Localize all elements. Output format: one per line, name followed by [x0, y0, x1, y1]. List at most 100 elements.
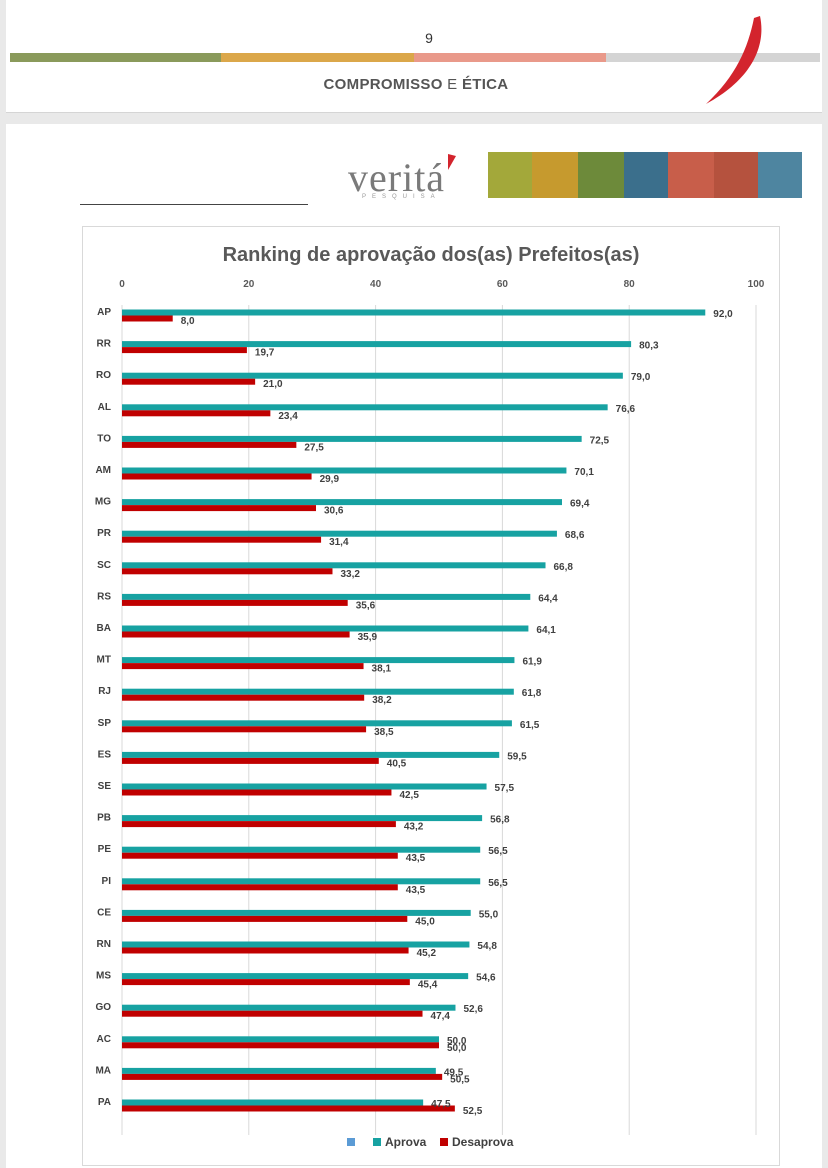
bar-aprova [122, 720, 512, 727]
page-number: 9 [425, 30, 433, 46]
category-label: MA [95, 1065, 111, 1076]
photo-tile [532, 152, 578, 198]
value-label-desaprova: 45,4 [418, 980, 438, 991]
legend-marker-aprova [373, 1138, 381, 1146]
color-band-orange [221, 53, 414, 62]
value-label-aprova: 57,5 [495, 783, 515, 794]
value-label-aprova: 92,0 [713, 309, 733, 320]
bar-aprova [122, 815, 483, 822]
category-label: MT [97, 655, 111, 666]
bar-desaprova [122, 410, 271, 417]
bar-aprova [122, 941, 470, 948]
value-label-aprova: 72,5 [590, 435, 610, 446]
value-label-desaprova: 50,5 [450, 1074, 470, 1085]
bar-aprova [122, 783, 487, 790]
value-label-desaprova: 45,0 [415, 916, 435, 927]
photo-tile [758, 152, 802, 198]
bar-desaprova [122, 536, 322, 543]
bar-desaprova [122, 378, 256, 385]
x-tick-label: 40 [370, 279, 382, 290]
x-tick-label: 60 [497, 279, 509, 290]
value-label-aprova: 61,8 [522, 688, 542, 699]
value-label-desaprova: 21,0 [263, 379, 283, 390]
bar-aprova [122, 593, 531, 600]
bar-aprova [122, 688, 514, 695]
bar-desaprova [122, 694, 365, 701]
category-label: AC [97, 1034, 111, 1045]
category-label: SC [97, 560, 111, 571]
chart-frame: Ranking de aprovação dos(as) Prefeitos(a… [82, 226, 780, 1166]
bar-desaprova [122, 852, 398, 859]
value-label-desaprova: 35,9 [358, 632, 378, 643]
logo-accent-icon [448, 154, 456, 170]
value-label-desaprova: 52,5 [463, 1106, 483, 1117]
value-label-aprova: 66,8 [554, 562, 574, 573]
value-label-aprova: 55,0 [479, 909, 499, 920]
value-label-aprova: 56,5 [488, 878, 508, 889]
value-label-aprova: 56,8 [490, 815, 510, 826]
value-label-aprova: 56,5 [488, 846, 508, 857]
legend-label-aprova: Aprova [385, 1135, 427, 1149]
bar-desaprova [122, 1073, 443, 1080]
bar-desaprova [122, 757, 379, 764]
value-label-desaprova: 38,1 [372, 664, 392, 675]
value-label-aprova: 54,8 [477, 941, 497, 952]
bar-desaprova [122, 789, 392, 796]
category-label: TO [97, 433, 111, 444]
category-label: RJ [98, 686, 111, 697]
value-label-desaprova: 27,5 [304, 442, 324, 453]
bar-aprova [122, 909, 471, 916]
value-label-desaprova: 35,6 [356, 600, 376, 611]
value-label-aprova: 68,6 [565, 530, 585, 541]
category-label: BA [97, 623, 111, 634]
motto: COMPROMISSO E ÉTICA [6, 76, 826, 93]
bar-aprova [122, 1036, 439, 1043]
value-label-aprova: 61,5 [520, 720, 540, 731]
legend-marker-desaprova [440, 1138, 448, 1146]
bar-desaprova [122, 315, 173, 322]
motto-left: COMPROMISSO [323, 76, 443, 93]
photo-tile [668, 152, 714, 198]
category-label: GO [95, 1002, 111, 1013]
logo-subtitle: PESQUISA [362, 194, 441, 200]
bar-desaprova [122, 441, 297, 448]
value-label-desaprova: 38,5 [374, 727, 394, 738]
value-label-aprova: 61,9 [522, 657, 542, 668]
value-label-aprova: 54,6 [476, 973, 496, 984]
category-label: SE [98, 781, 112, 792]
bar-aprova [122, 562, 546, 569]
bar-desaprova [122, 1105, 455, 1112]
category-label: MG [95, 497, 111, 508]
value-label-aprova: 76,6 [616, 404, 636, 415]
bar-desaprova [122, 599, 348, 606]
bar-aprova [122, 341, 632, 348]
bar-aprova [122, 657, 515, 664]
bar-desaprova [122, 663, 364, 670]
category-label: AP [97, 307, 111, 318]
value-label-aprova: 47,5 [431, 1099, 451, 1110]
category-label: SP [98, 718, 112, 729]
motto-right: ÉTICA [461, 76, 509, 93]
bar-desaprova [122, 884, 398, 891]
value-label-aprova: 80,3 [639, 341, 659, 352]
value-label-aprova: 69,4 [570, 499, 590, 510]
bar-aprova [122, 878, 481, 885]
category-label: ES [98, 749, 112, 760]
value-label-desaprova: 40,5 [387, 758, 407, 769]
bar-desaprova [122, 473, 312, 480]
bar-aprova [122, 1067, 436, 1074]
header-rule [80, 204, 308, 205]
x-tick-label: 100 [748, 279, 765, 290]
value-label-aprova: 70,1 [574, 467, 594, 478]
x-tick-label: 0 [119, 279, 125, 290]
value-label-desaprova: 30,6 [324, 506, 344, 517]
value-label-aprova: 50,0 [447, 1036, 467, 1047]
value-label-desaprova: 33,2 [340, 569, 360, 580]
bar-aprova [122, 404, 608, 411]
category-label: PA [98, 1097, 111, 1108]
bar-aprova [122, 1004, 456, 1011]
bar-aprova [122, 1099, 424, 1106]
photo-tile [578, 152, 624, 198]
bar-desaprova [122, 631, 350, 638]
category-label: MS [96, 971, 111, 982]
